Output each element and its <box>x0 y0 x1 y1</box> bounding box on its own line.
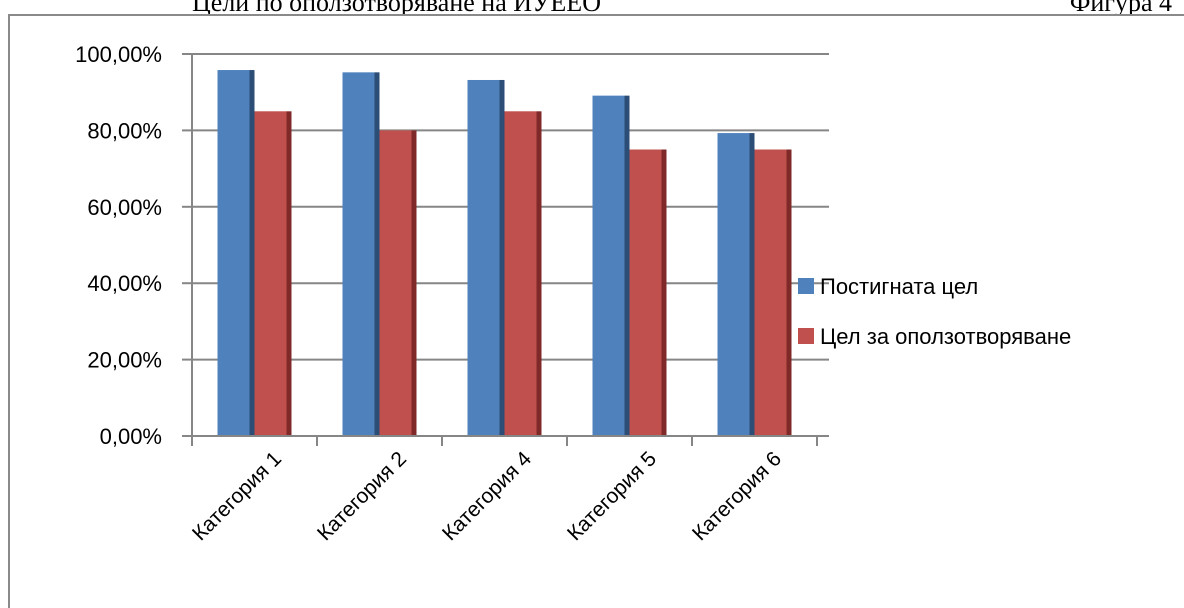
y-tick-label: 80,00% <box>87 118 162 143</box>
legend: Постигната цел Цел за оползотворяване <box>798 274 1071 349</box>
document-caption: Цели по оползотворяване на ИУЕЕО <box>192 0 601 17</box>
legend-label: Цел за оползотворяване <box>820 324 1071 349</box>
x-tick-label: Категория 6 <box>688 447 786 545</box>
bar-target <box>754 149 787 436</box>
y-tick-label: 0,00% <box>100 424 162 449</box>
legend-swatch <box>798 278 814 294</box>
x-tick-label: Категория 5 <box>563 447 661 545</box>
bar-target <box>629 149 662 436</box>
legend-label: Постигната цел <box>820 274 978 299</box>
bar-achieved <box>592 95 625 436</box>
bar-side-achieved <box>499 79 505 436</box>
bar-target <box>254 111 287 437</box>
bar-side-target <box>411 130 417 436</box>
y-tick-label: 40,00% <box>87 271 162 296</box>
bar-achieved <box>217 70 250 436</box>
bar-side-target <box>286 111 292 437</box>
bar-side-target <box>786 149 792 436</box>
legend-swatch <box>798 328 814 344</box>
bar-side-achieved <box>749 133 755 436</box>
bar-achieved <box>467 79 500 436</box>
bar-side-achieved <box>624 95 630 436</box>
x-tick-label: Категория 1 <box>188 447 286 545</box>
bar-side-achieved <box>249 70 255 436</box>
bars <box>217 70 792 437</box>
bar-side-target <box>536 111 542 437</box>
bar-side-achieved <box>374 72 380 436</box>
figure-label: Фигура 4 <box>1069 0 1172 17</box>
x-tick-label: Категория 2 <box>313 447 411 545</box>
bar-target <box>379 130 412 436</box>
bar-target <box>504 111 537 437</box>
x-tick-label: Категория 4 <box>438 447 536 545</box>
axes: 0,00% 20,00% 40,00% 60,00% 80,00% 100,00% Кате… <box>75 42 829 545</box>
bar-side-target <box>661 149 667 436</box>
y-tick-label: 100,00% <box>75 42 162 67</box>
y-tick-label: 20,00% <box>87 348 162 373</box>
y-tick-label: 60,00% <box>87 195 162 220</box>
bar-achieved <box>717 133 750 436</box>
bar-achieved <box>342 72 375 436</box>
